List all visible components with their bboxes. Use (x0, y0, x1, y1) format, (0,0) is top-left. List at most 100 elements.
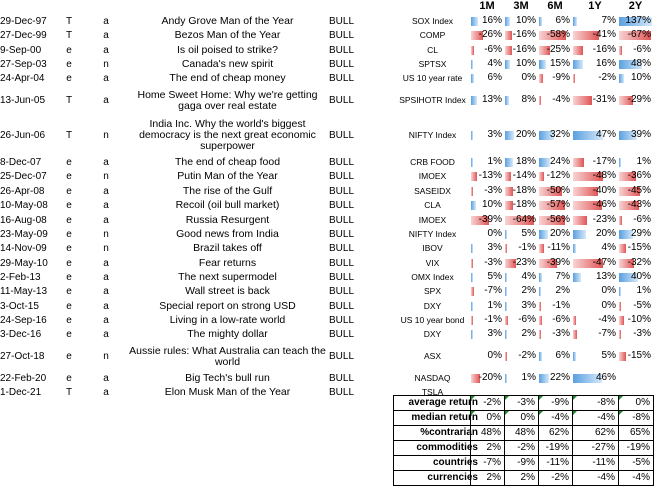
return-cell: -9% (538, 72, 572, 85)
cover-title: Fear returns (126, 256, 329, 270)
signal: BULL (329, 14, 359, 28)
cover-type-text: e (66, 286, 72, 297)
cover-title-text: The next supermodel (178, 270, 277, 283)
column-header: 1Y (588, 1, 602, 12)
cover-date: 8-Dec-07 (0, 155, 52, 169)
signal: BULL (329, 270, 359, 284)
signal-text: BULL (329, 15, 355, 27)
negative-bar (505, 31, 512, 40)
cover-title-text: Putin Man of the Year (177, 170, 278, 182)
summary-value: -3% (517, 397, 535, 408)
return-cell: -16% (572, 44, 618, 57)
return-cell: -48% (572, 170, 618, 183)
positive-bar (505, 287, 507, 296)
return-cell: 13% (470, 94, 504, 107)
index-name-text: DXY (423, 329, 442, 339)
return-cell: -67% (618, 29, 653, 42)
return-cell: -11% (538, 242, 572, 255)
return-cell: 1% (618, 285, 653, 298)
signal: BULL (329, 71, 359, 86)
index-name-text: NASDAQ (414, 372, 451, 383)
return-value: -1% (518, 242, 536, 253)
cover-region: n (86, 169, 126, 184)
return-value: 5% (487, 270, 502, 282)
signal: BULL (329, 385, 359, 399)
cover-region: a (86, 198, 126, 213)
negative-bar (539, 96, 541, 105)
return-value: 4% (521, 270, 536, 282)
return-cell: -14% (504, 170, 538, 183)
error-indicator (505, 411, 509, 415)
summary-value: -9% (517, 457, 535, 468)
return-cell: -16% (504, 29, 538, 42)
index-name: CL (395, 43, 470, 57)
positive-bar (619, 272, 638, 282)
grid-line (572, 395, 573, 486)
positive-bar (573, 130, 603, 140)
cover-date-text: 16-Aug-08 (0, 214, 47, 226)
negative-bar (573, 45, 583, 55)
index-name: SPSIHOTR Index (395, 86, 470, 115)
signal-text: BULL (329, 314, 355, 326)
return-cell: 3% (470, 242, 504, 255)
summary-value: -2% (551, 472, 569, 483)
signal: BULL (329, 184, 359, 198)
cover-region: a (86, 299, 126, 313)
signal: BULL (329, 299, 359, 313)
cover-type: e (52, 71, 86, 86)
index-name: NIFTY Index (395, 115, 470, 155)
signal-text: BULL (329, 329, 355, 340)
grid-line (393, 440, 653, 441)
return-cell: -15% (618, 350, 653, 363)
return-cell: 4% (504, 271, 538, 284)
cover-title-text: Fear returns (198, 256, 257, 269)
cover-region-text: a (103, 30, 109, 41)
cover-region-text: a (103, 200, 109, 211)
cover-date: 25-Dec-07 (0, 169, 52, 184)
cover-title-text: The rise of the Gulf (182, 184, 273, 197)
signal: BULL (329, 284, 359, 299)
summary-value: 62% (594, 427, 615, 438)
return-value: 20% (549, 227, 570, 239)
return-cell: -41% (572, 29, 618, 42)
negative-bar (471, 45, 474, 55)
return-value: -3% (484, 184, 502, 196)
cover-title-text: Special report on strong USD (159, 299, 296, 312)
return-cell: -23% (572, 214, 618, 227)
cover-title-text: Andy Grove Man of the Year (161, 14, 294, 27)
cover-date-text: 13-Jun-05 (0, 95, 46, 106)
cover-title: Home Sweet Home: Why we're getting gaga … (126, 86, 329, 115)
cover-type-text: e (66, 200, 72, 211)
return-value: -39% (546, 256, 570, 268)
return-value: -64% (512, 213, 536, 225)
cover-date-text: 27-Dec-99 (0, 30, 47, 41)
return-cell: 10% (470, 199, 504, 212)
return-cell: -7% (470, 285, 504, 298)
return-cell: -56% (538, 214, 572, 227)
signal: BULL (329, 342, 359, 371)
cover-region: a (86, 28, 126, 43)
return-cell: 48% (618, 58, 653, 71)
cover-title: India Inc. Why the world's biggest democ… (126, 115, 329, 155)
return-cell: 4% (470, 58, 504, 71)
return-cell: -12% (538, 170, 572, 183)
summary-value: -9% (551, 397, 569, 408)
return-cell: -7% (572, 328, 618, 341)
return-value: 16% (595, 57, 616, 69)
cover-date: 26-Jun-06 (0, 115, 52, 155)
negative-bar (539, 74, 543, 83)
cover-type-text: T (65, 15, 73, 27)
return-cell: -4% (572, 314, 618, 327)
cover-date-text: 3-Oct-15 (0, 300, 39, 312)
cover-type-text: e (66, 214, 72, 226)
return-cell: 0% (504, 72, 538, 85)
cover-date-text: 3-Dec-16 (0, 329, 42, 340)
index-name: SPTSX (395, 57, 470, 71)
negative-bar (505, 244, 507, 253)
return-value: -20% (478, 371, 502, 383)
negative-bar (539, 244, 544, 253)
return-cell: -64% (504, 214, 538, 227)
return-value: 40% (630, 270, 651, 282)
cover-date: 3-Oct-15 (0, 299, 52, 313)
summary-label: median return (411, 412, 478, 423)
